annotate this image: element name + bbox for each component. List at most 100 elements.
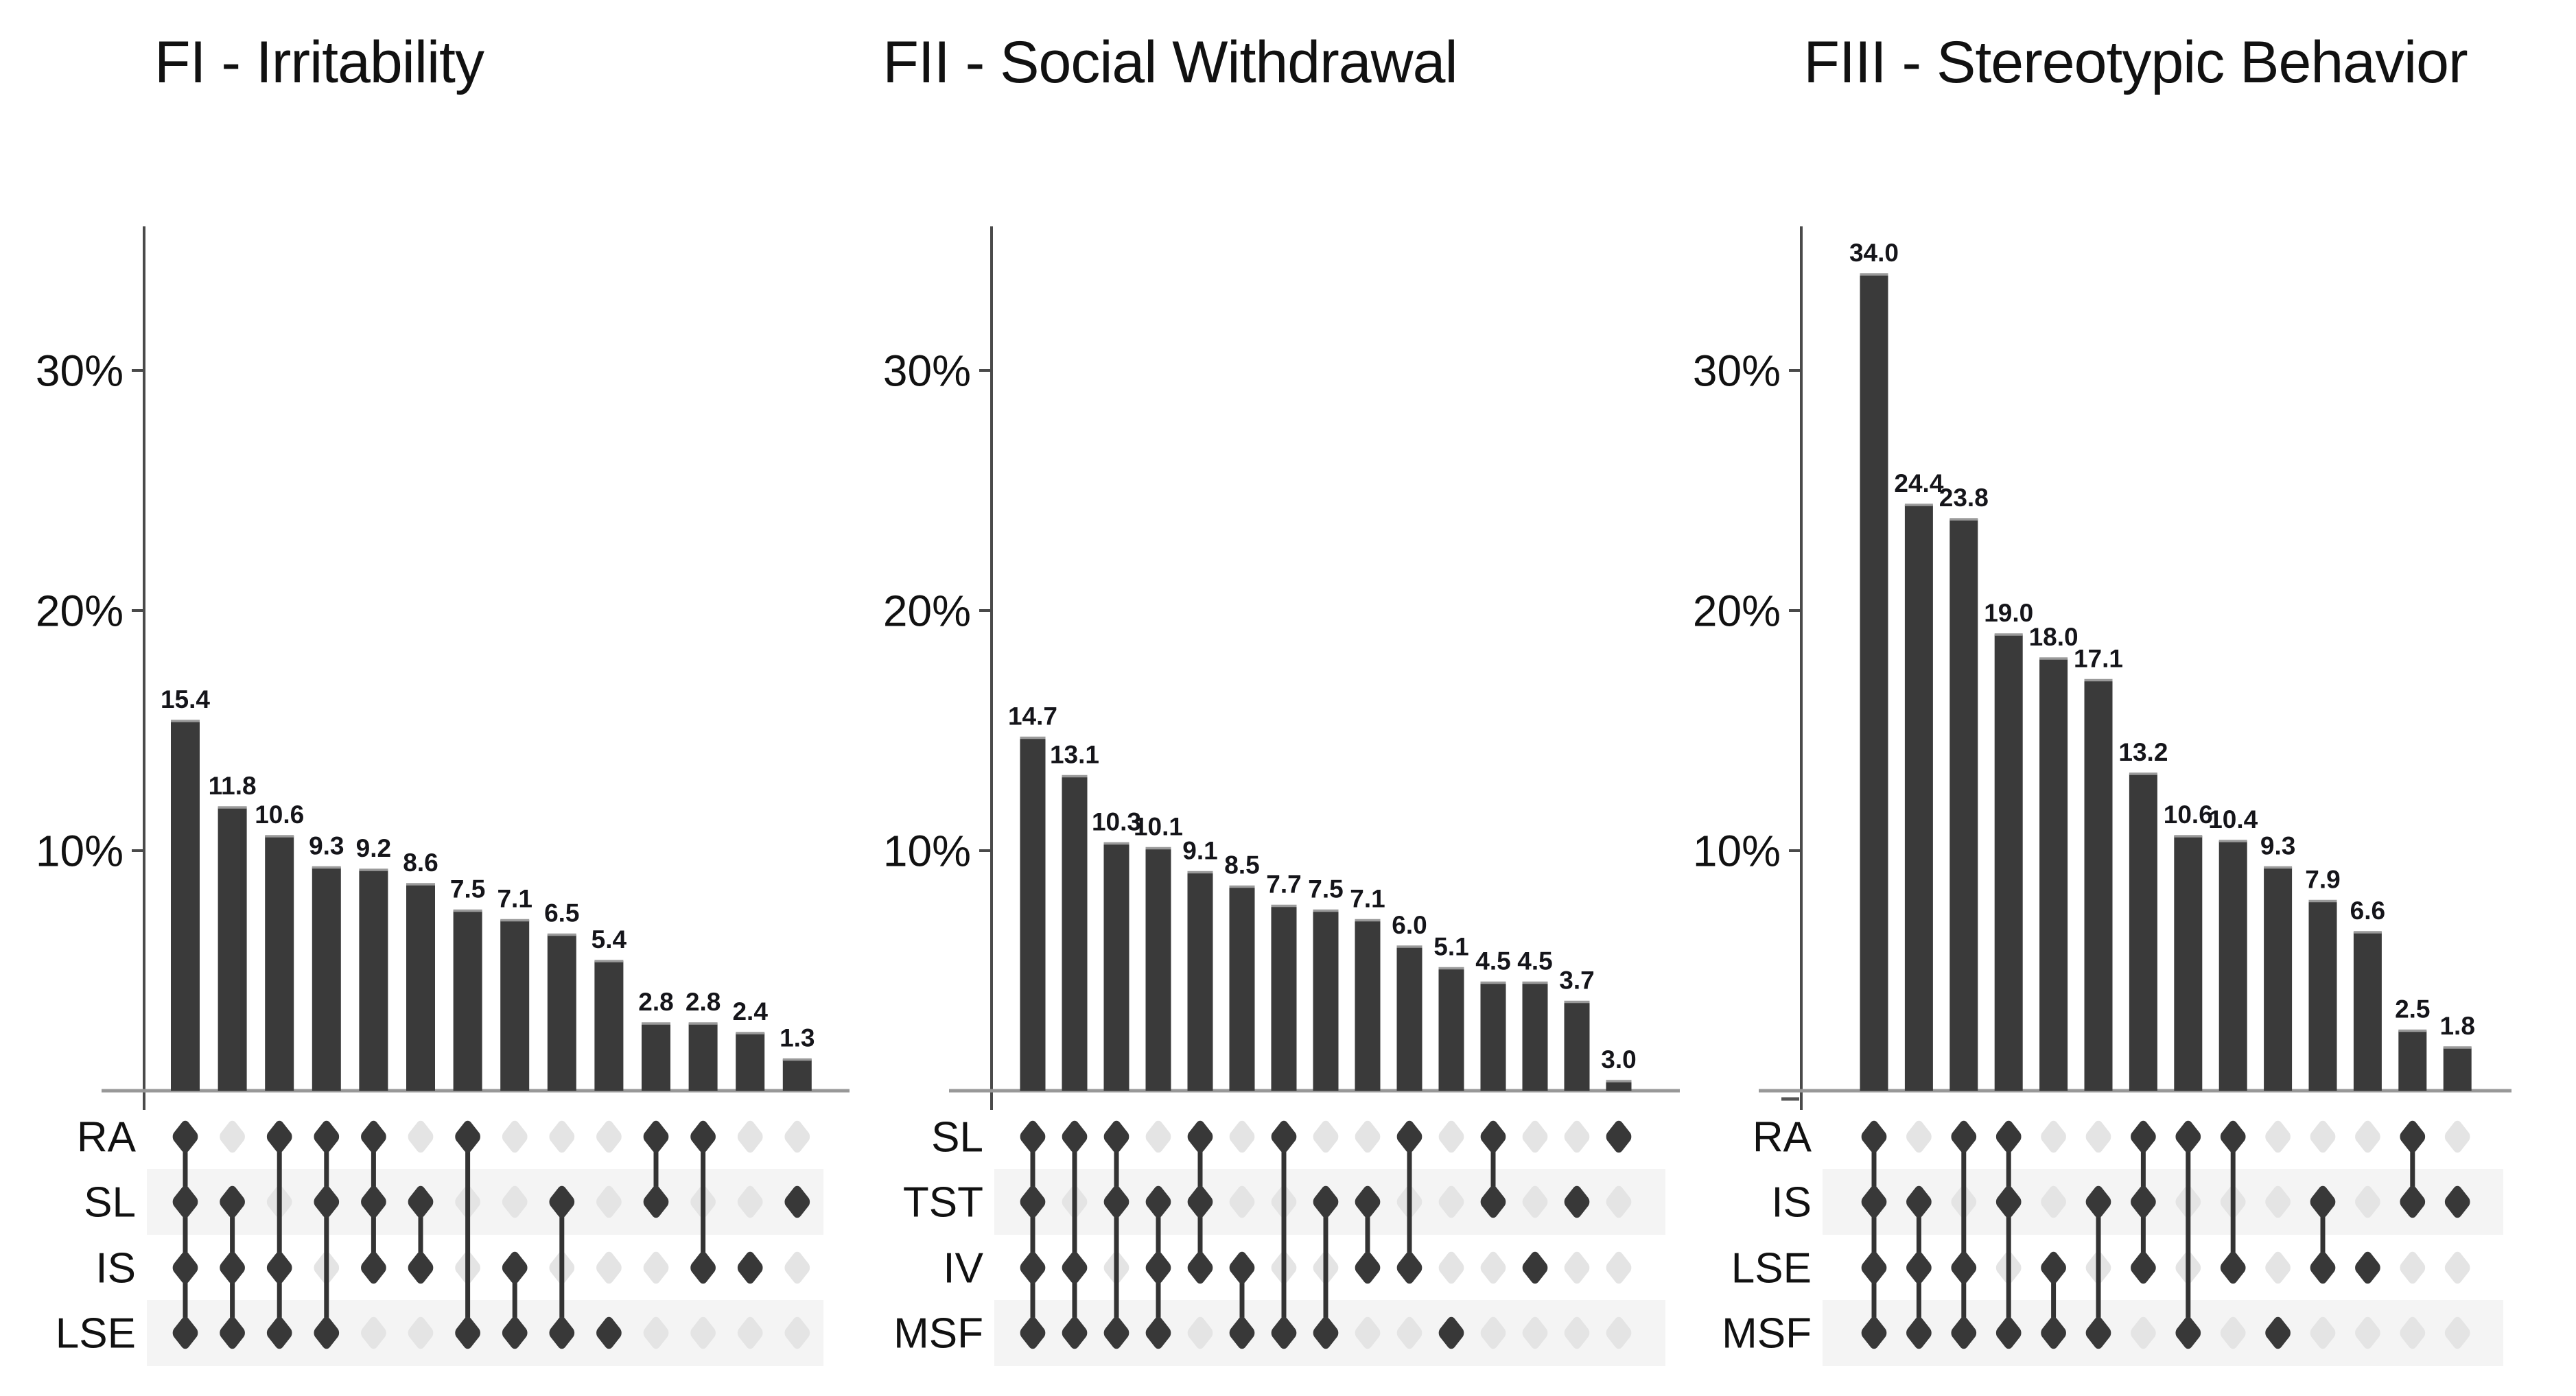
matrix-dot-filled	[2310, 1185, 2336, 1218]
matrix-dot-empty	[2131, 1316, 2156, 1349]
matrix-dot-filled	[1906, 1316, 1932, 1349]
matrix-row-band	[1823, 1169, 2503, 1235]
bar-value-label: 15.4	[161, 685, 210, 713]
matrix-dot-empty	[220, 1120, 245, 1153]
matrix-dot-filled	[1062, 1316, 1088, 1349]
set-label: MSF	[893, 1310, 983, 1358]
matrix-dot-filled	[2355, 1251, 2380, 1284]
matrix-dot-filled	[220, 1316, 245, 1349]
matrix-dot-empty	[1480, 1251, 1506, 1284]
matrix-dot-empty	[408, 1120, 434, 1153]
matrix-dot-empty	[2400, 1316, 2426, 1349]
matrix-dot-empty	[1564, 1120, 1590, 1153]
y-axis-tick-label: 10%	[36, 826, 124, 875]
matrix-dot-empty	[2355, 1316, 2380, 1349]
matrix-dot-empty	[784, 1251, 810, 1284]
matrix-dot-empty	[596, 1120, 622, 1153]
matrix-dot-filled	[1062, 1120, 1088, 1153]
bar-value-label: 6.6	[2350, 897, 2385, 925]
matrix-dot-filled	[549, 1185, 575, 1218]
matrix-dot-empty	[1564, 1316, 1590, 1349]
bar-value-label: 14.7	[1008, 702, 1057, 730]
bar-value-label: 10.6	[255, 801, 304, 829]
matrix-dot-filled	[1861, 1316, 1887, 1349]
bar-value-label: 19.0	[1984, 599, 2033, 627]
bar	[453, 910, 482, 1091]
matrix-dot-empty	[1145, 1120, 1171, 1153]
bar	[359, 870, 388, 1091]
bar	[2443, 1048, 2472, 1091]
matrix-dot-filled	[1522, 1251, 1548, 1284]
set-label: RA	[77, 1114, 137, 1161]
bar-value-label: 9.3	[309, 831, 344, 860]
bar-value-label: 9.2	[356, 834, 391, 862]
matrix-dot-filled	[1438, 1316, 1464, 1349]
matrix-dot-empty	[1522, 1185, 1548, 1218]
bar-value-label: 1.3	[780, 1024, 815, 1052]
bar-value-label: 2.8	[638, 988, 673, 1016]
bar	[782, 1059, 812, 1091]
matrix-dot-filled	[1062, 1251, 1088, 1284]
matrix-dot-empty	[408, 1316, 434, 1349]
y-axis-tick-label: 30%	[36, 346, 124, 395]
bar	[1606, 1081, 1632, 1091]
set-label: IS	[95, 1245, 136, 1292]
matrix-dot-filled	[1951, 1316, 1977, 1349]
matrix-dot-filled	[549, 1316, 575, 1349]
bar-value-label: 8.6	[403, 849, 438, 877]
matrix-dot-filled	[1995, 1120, 2022, 1153]
matrix-dot-empty	[1564, 1251, 1590, 1284]
matrix-dot-filled	[1355, 1251, 1381, 1284]
matrix-dot-empty	[784, 1120, 810, 1153]
matrix-dot-filled	[2265, 1316, 2291, 1349]
matrix-dot-filled	[220, 1251, 245, 1284]
matrix-dot-empty	[690, 1316, 716, 1349]
bar-value-label: 3.7	[1559, 966, 1594, 994]
bar	[2398, 1030, 2427, 1091]
bar	[1994, 635, 2023, 1091]
bar-value-label: 17.1	[2074, 644, 2123, 672]
matrix-row-band	[147, 1300, 823, 1366]
matrix-dot-filled	[2400, 1185, 2426, 1218]
bar-value-label: 7.9	[2305, 865, 2340, 893]
set-label: IV	[943, 1245, 983, 1292]
bar	[1949, 519, 1978, 1091]
matrix-dot-empty	[737, 1316, 763, 1349]
matrix-dot-filled	[2085, 1316, 2111, 1349]
matrix-row-band	[147, 1169, 823, 1235]
panel-title-fii-social-withdrawal: FII - Social Withdrawal	[882, 29, 1457, 95]
matrix-dot-filled	[1606, 1120, 1632, 1153]
matrix-dot-filled	[1396, 1251, 1422, 1284]
bar-value-label: 7.1	[497, 884, 532, 912]
matrix-dot-empty	[2444, 1120, 2470, 1153]
matrix-dot-filled	[1103, 1316, 1129, 1349]
bar	[1860, 274, 1888, 1091]
bar	[2039, 659, 2068, 1091]
bar-value-label: 3.0	[1601, 1045, 1636, 1074]
matrix-dot-filled	[361, 1251, 386, 1284]
matrix-dot-filled	[220, 1185, 245, 1218]
matrix-dot-filled	[2131, 1251, 2156, 1284]
set-label: SL	[931, 1114, 983, 1161]
matrix-dot-filled	[502, 1251, 528, 1284]
matrix-dot-filled	[1103, 1185, 1129, 1218]
matrix-dot-filled	[1103, 1120, 1129, 1153]
matrix-dot-filled	[361, 1185, 386, 1218]
matrix-dot-filled	[690, 1120, 716, 1153]
bar-value-label: 5.4	[592, 925, 627, 954]
matrix-dot-filled	[1861, 1120, 1887, 1153]
bar	[1187, 872, 1213, 1091]
matrix-dot-filled	[1187, 1251, 1213, 1284]
matrix-dot-filled	[1187, 1185, 1213, 1218]
bar-value-label: 9.1	[1182, 836, 1217, 864]
bar	[1355, 920, 1381, 1091]
bar-value-label: 7.5	[1308, 875, 1343, 903]
bar	[1396, 947, 1422, 1091]
matrix-dot-empty	[1438, 1251, 1464, 1284]
bar	[2129, 774, 2157, 1091]
bar-value-label: 8.5	[1224, 851, 1259, 879]
matrix-dot-filled	[1020, 1316, 1046, 1349]
bar-value-label: 4.5	[1517, 947, 1552, 975]
matrix-dot-empty	[2265, 1120, 2291, 1153]
set-label: LSE	[1731, 1245, 1812, 1292]
